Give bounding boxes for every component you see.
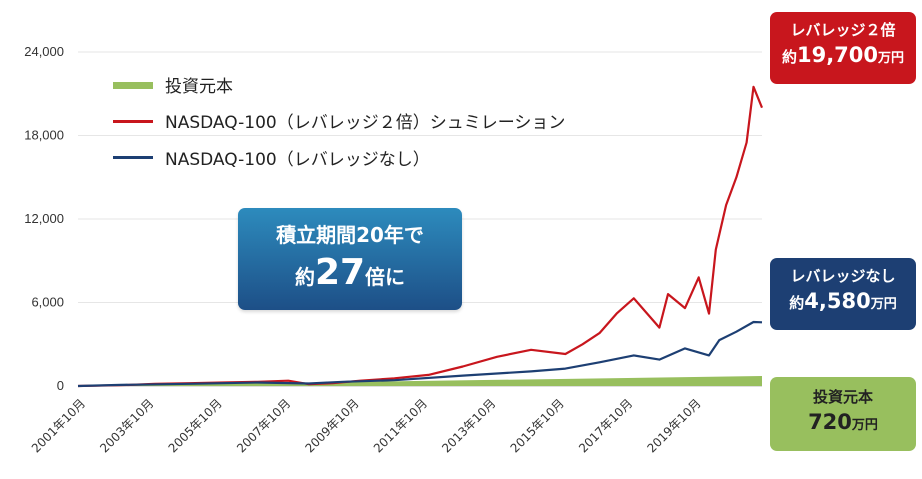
- series-noleverage-line: [77, 320, 763, 388]
- series-group: [77, 85, 764, 388]
- x-tick-label: 2019年10月: [644, 396, 703, 455]
- legend-swatch-leverage2: [113, 120, 153, 123]
- callout-noleverage-amount: 約4,580万円: [770, 286, 916, 320]
- legend-swatch-noleverage: [113, 156, 153, 159]
- callout-principal: 投資元本 720万円: [770, 377, 916, 451]
- callout-principal-amount: 720万円: [770, 407, 916, 441]
- headline-line1: 積立期間20年で: [276, 223, 424, 247]
- headline-suffix: 倍に: [365, 265, 406, 289]
- callout-noleverage-value: 4,580: [804, 289, 871, 313]
- callout-principal-unit: 万円: [851, 418, 878, 433]
- y-tick-label: 0: [57, 378, 64, 393]
- legend-label-principal: 投資元本: [165, 77, 233, 97]
- series-principal-area: [78, 375, 762, 386]
- callout-noleverage-title: レバレッジなし: [790, 267, 896, 285]
- x-tick-label: 2017年10月: [576, 396, 635, 455]
- y-tick-label: 18,000: [24, 128, 64, 143]
- y-tick-label: 12,000: [24, 211, 64, 226]
- headline-line2: 約27倍に: [238, 250, 462, 300]
- y-tick-label: 24,000: [24, 44, 64, 59]
- y-axis-ticks: 24,000 18,000 12,000 6,000 0: [24, 44, 64, 393]
- legend: 投資元本 NASDAQ-100（レバレッジ２倍）シュミレーション NASDAQ-…: [113, 77, 565, 170]
- callout-principal-value: 720: [808, 410, 852, 434]
- legend-label-noleverage: NASDAQ-100（レバレッジなし）: [165, 150, 430, 170]
- callout-leverage2-prefix: 約: [781, 48, 797, 66]
- callout-leverage2: レバレッジ２倍 約19,700万円: [770, 12, 916, 84]
- callout-principal-title: 投資元本: [812, 388, 873, 406]
- headline-prefix: 約: [294, 265, 315, 289]
- x-tick-label: 2011年10月: [371, 396, 430, 455]
- x-tick-label: 2007年10月: [234, 396, 293, 455]
- callout-leverage2-amount: 約19,700万円: [770, 40, 916, 74]
- x-axis-ticks: 2001年10月 2003年10月 2005年10月 2007年10月 2009年10月…: [29, 396, 704, 455]
- x-tick-label: 2001年10月: [29, 396, 88, 455]
- x-tick-label: 2003年10月: [97, 396, 156, 455]
- y-tick-label: 6,000: [31, 295, 64, 310]
- headline-box: 積立期間20年で 約27倍に: [238, 208, 462, 310]
- callout-noleverage-unit: 万円: [870, 297, 897, 312]
- legend-swatch-principal: [113, 82, 153, 89]
- callout-leverage2-title: レバレッジ２倍: [790, 21, 896, 39]
- callout-leverage2-unit: 万円: [878, 51, 905, 66]
- x-tick-label: 2013年10月: [439, 396, 498, 455]
- x-tick-label: 2005年10月: [166, 396, 225, 455]
- x-tick-label: 2009年10月: [302, 396, 361, 455]
- callout-noleverage: レバレッジなし 約4,580万円: [770, 258, 916, 330]
- headline-multiplier: 27: [314, 252, 366, 293]
- callout-noleverage-prefix: 約: [789, 294, 805, 312]
- legend-label-leverage2: NASDAQ-100（レバレッジ２倍）シュミレーション: [165, 113, 565, 133]
- callout-leverage2-value: 19,700: [796, 43, 879, 67]
- x-tick-label: 2015年10月: [508, 396, 567, 455]
